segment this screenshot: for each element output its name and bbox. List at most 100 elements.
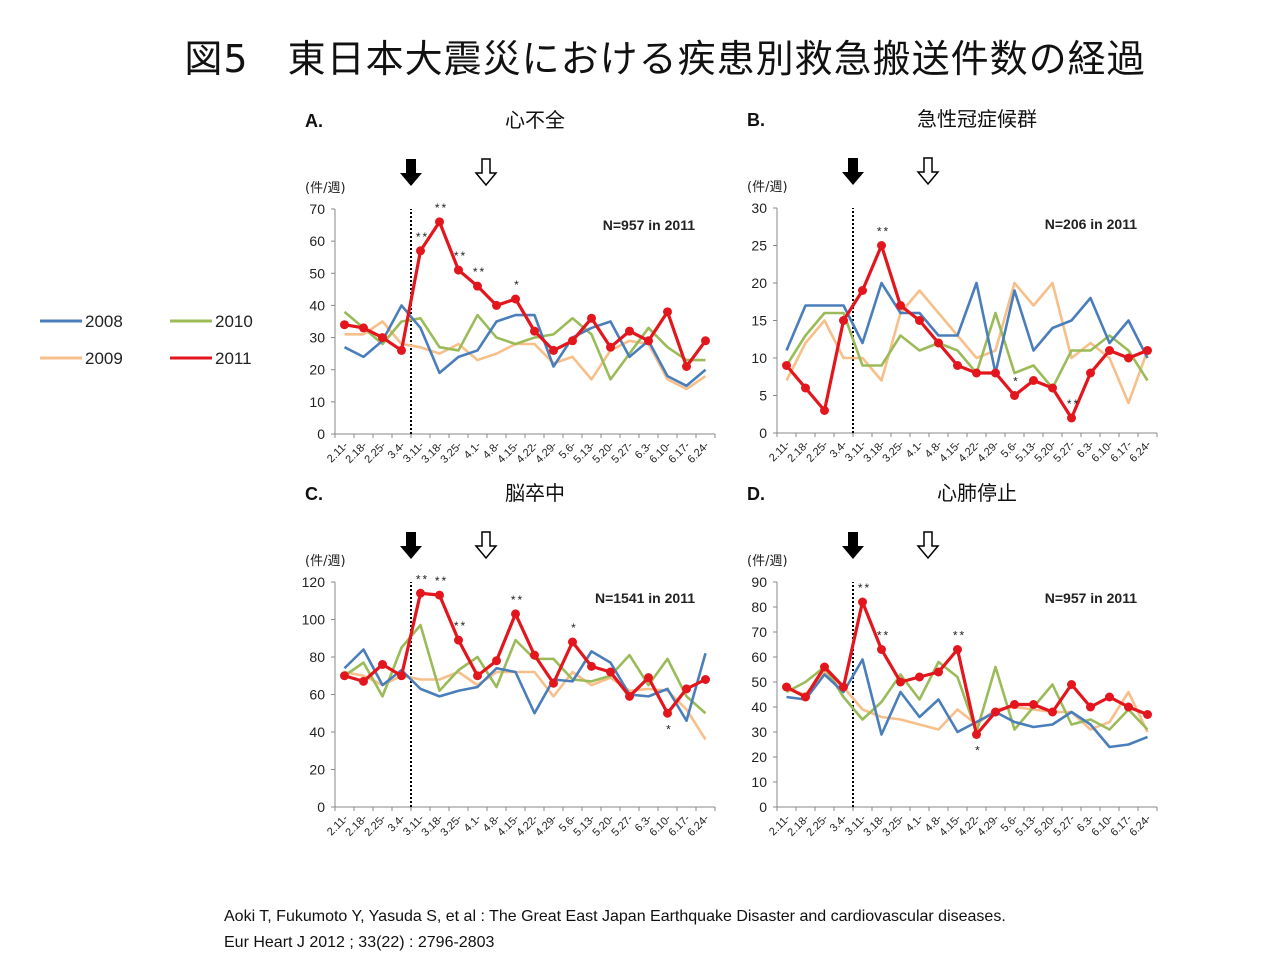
y-unit-label: (件/週) <box>747 180 788 195</box>
y-tick-label: 30 <box>751 724 767 740</box>
data-point-2011 <box>530 326 539 336</box>
data-point-2011 <box>378 333 387 343</box>
data-point-2011 <box>839 316 848 325</box>
sample-size-note: N=957 in 2011 <box>1045 590 1137 606</box>
data-point-2011 <box>359 323 368 333</box>
significance-marker: * <box>1013 375 1020 389</box>
significance-marker: ** <box>511 593 524 607</box>
y-tick-label: 30 <box>751 200 767 216</box>
y-tick-label: 40 <box>309 297 325 313</box>
data-point-2011 <box>991 368 1000 378</box>
data-point-2011 <box>549 345 558 355</box>
y-tick-label: 10 <box>751 774 767 790</box>
data-point-2011 <box>340 671 349 681</box>
significance-marker: ** <box>416 572 429 586</box>
significance-marker: * <box>975 744 982 758</box>
x-tick-label: 4.1- <box>462 812 484 834</box>
data-point-2011 <box>625 326 634 336</box>
sample-size-note: N=206 in 2011 <box>1045 216 1137 232</box>
data-point-2011 <box>492 300 501 310</box>
y-tick-label: 0 <box>759 425 767 441</box>
y-unit-label: (件/週) <box>747 554 788 569</box>
data-point-2011 <box>801 692 810 702</box>
data-point-2011 <box>877 241 886 250</box>
y-tick-label: 50 <box>309 265 325 281</box>
data-point-2011 <box>359 676 368 686</box>
y-tick-label: 80 <box>751 599 767 615</box>
data-point-2011 <box>682 362 691 371</box>
outline-arrow-icon <box>916 157 940 186</box>
data-point-2011 <box>782 361 791 370</box>
y-tick-label: 5 <box>759 388 767 404</box>
data-point-2011 <box>397 671 406 681</box>
data-point-2011 <box>473 671 482 681</box>
data-point-2011 <box>644 336 653 346</box>
data-point-2011 <box>972 368 981 378</box>
data-point-2011 <box>1067 413 1076 423</box>
y-tick-label: 120 <box>302 574 326 590</box>
figure-title: 図5 東日本大震災における疾患別救急搬送件数の経過 <box>184 37 1146 81</box>
y-tick-label: 80 <box>309 649 325 665</box>
panel-letter: D. <box>747 484 765 504</box>
significance-marker: ** <box>858 581 871 595</box>
data-point-2011 <box>416 246 425 256</box>
data-point-2011 <box>858 286 867 295</box>
x-tick-label: 4.1- <box>904 438 926 460</box>
data-point-2011 <box>782 682 791 692</box>
earthquake-arrow-icon <box>400 159 422 186</box>
data-point-2011 <box>549 678 558 688</box>
x-tick-label: 4.1- <box>904 812 926 834</box>
data-point-2011 <box>663 307 672 317</box>
data-point-2011 <box>858 597 867 607</box>
data-point-2011 <box>896 301 905 310</box>
series-line-2009 <box>785 281 1149 405</box>
significance-marker: ** <box>416 230 429 244</box>
y-tick-label: 50 <box>751 674 767 690</box>
panel-letter: A. <box>305 111 323 131</box>
y-tick-label: 0 <box>317 426 325 442</box>
data-point-2011 <box>801 383 810 393</box>
data-point-2011 <box>701 336 710 346</box>
data-point-2011 <box>934 667 943 677</box>
legend: 2008 2010 2009 2011 <box>40 312 253 368</box>
y-tick-label: 20 <box>309 362 325 378</box>
outline-arrow-icon <box>474 158 498 187</box>
data-point-2011 <box>625 691 634 701</box>
significance-marker: * <box>666 722 673 736</box>
panel-b: B. 急性冠症候群(件/週)N=206 in 20110510152025302.… <box>747 107 1158 465</box>
legend-label-2009: 2009 <box>85 349 123 368</box>
data-point-2011 <box>397 345 406 355</box>
data-point-2011 <box>1067 680 1076 689</box>
data-point-2011 <box>915 316 924 325</box>
series-line-2010 <box>785 660 1149 734</box>
y-tick-label: 60 <box>309 233 325 249</box>
data-point-2011 <box>1105 692 1114 702</box>
data-point-2011 <box>682 684 691 694</box>
data-point-2011 <box>953 361 962 370</box>
y-tick-label: 70 <box>309 201 325 217</box>
y-tick-label: 60 <box>751 649 767 665</box>
x-tick-label: 6.24- <box>685 439 711 465</box>
legend-label-2010: 2010 <box>215 312 253 331</box>
y-tick-label: 15 <box>751 313 767 329</box>
significance-marker: ** <box>953 629 966 643</box>
series-line-2011 <box>785 600 1149 737</box>
y-tick-label: 40 <box>751 699 767 715</box>
data-point-2011 <box>1124 702 1133 712</box>
significance-marker: ** <box>1067 397 1080 411</box>
citation: Aoki T, Fukumoto Y, Yasuda S, et al : Th… <box>224 904 1006 956</box>
y-tick-label: 10 <box>309 394 325 410</box>
significance-marker: ** <box>473 265 486 279</box>
x-tick-label: 6.24- <box>1127 438 1153 464</box>
citation-line-1: Aoki T, Fukumoto Y, Yasuda S, et al : Th… <box>224 908 1006 925</box>
y-tick-label: 40 <box>309 724 325 740</box>
data-point-2011 <box>587 313 596 323</box>
outline-arrow-icon <box>474 531 498 560</box>
data-point-2011 <box>606 342 615 352</box>
panel-c: C. 脳卒中(件/週)N=1541 in 20110204060801001202… <box>302 481 716 839</box>
earthquake-arrow-icon <box>842 532 864 559</box>
data-point-2011 <box>435 217 444 227</box>
data-point-2011 <box>511 294 520 304</box>
panel-title: 心不全 <box>505 108 565 132</box>
